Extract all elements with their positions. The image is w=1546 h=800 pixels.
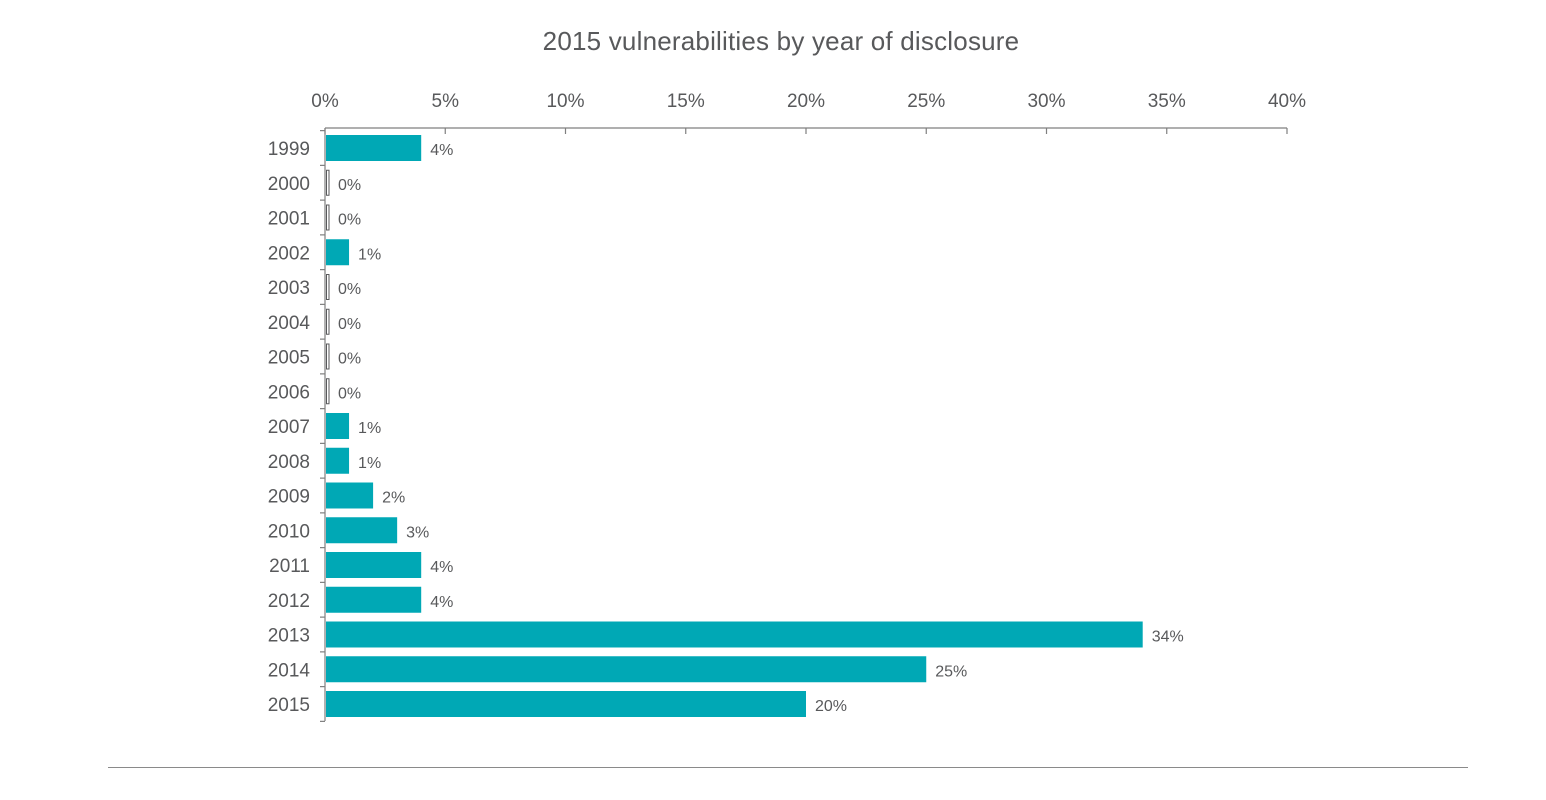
bar (326, 552, 422, 578)
data-label: 4% (430, 559, 453, 576)
data-label: 0% (338, 177, 361, 194)
category-label: 2012 (268, 591, 310, 612)
category-label: 2002 (268, 243, 310, 264)
category-label: 2009 (268, 487, 310, 508)
category-label: 2013 (268, 626, 310, 647)
data-label: 34% (1152, 629, 1184, 646)
label-layer: 0% 5% 10% 15% 20% 25% 30% 35% 40% 1999 4% 2000 0% 200… (268, 91, 1306, 716)
category-label: 2004 (268, 313, 311, 334)
data-label: 0% (338, 385, 361, 402)
data-label: 0% (338, 316, 361, 333)
data-label: 0% (338, 351, 361, 368)
bar (326, 274, 330, 300)
category-label: 2007 (268, 417, 310, 438)
data-label: 2% (382, 490, 405, 507)
chart-title: 2015 vulnerabilities by year of disclosu… (542, 26, 1020, 56)
bar (326, 447, 350, 474)
bar (326, 378, 330, 405)
bar (326, 586, 422, 613)
bar (326, 413, 350, 439)
data-label: 0% (338, 281, 361, 298)
category-label: 2006 (268, 382, 310, 403)
x-tick-label: 30% (1027, 91, 1065, 112)
bar-layer (326, 135, 1143, 717)
category-label: 2003 (268, 278, 310, 299)
axis-layer (320, 127, 1288, 722)
category-label: 2010 (268, 521, 310, 542)
bar (326, 135, 422, 161)
category-label: 2015 (268, 695, 310, 716)
data-label: 1% (358, 246, 381, 263)
category-label: 2011 (269, 556, 310, 577)
x-tick-label: 35% (1148, 91, 1186, 112)
x-tick-label: 15% (667, 91, 705, 112)
bar (326, 621, 1143, 648)
x-tick-label: 40% (1268, 91, 1306, 112)
data-label: 1% (358, 420, 381, 437)
x-tick-label: 0% (311, 91, 339, 112)
bar (326, 308, 330, 335)
category-label: 2014 (268, 660, 311, 681)
data-label: 25% (935, 663, 967, 680)
bar (326, 691, 806, 717)
data-label: 3% (406, 524, 429, 541)
bar (326, 482, 374, 509)
category-label: 1999 (268, 139, 310, 160)
data-label: 4% (430, 594, 453, 611)
category-label: 2001 (268, 209, 310, 230)
bar (326, 343, 330, 370)
data-label: 4% (430, 142, 453, 159)
data-label: 20% (815, 698, 847, 715)
bar (326, 517, 398, 544)
data-label: 1% (358, 455, 381, 472)
bar (326, 656, 927, 683)
x-tick-label: 20% (787, 91, 825, 112)
x-tick-label: 5% (432, 91, 460, 112)
category-label: 2008 (268, 452, 310, 473)
category-label: 2000 (268, 174, 310, 195)
x-tick-label: 10% (546, 91, 584, 112)
data-label: 0% (338, 212, 361, 229)
category-label: 2005 (268, 348, 310, 369)
bar (326, 239, 350, 266)
bar (326, 169, 330, 196)
footer-divider (108, 767, 1468, 768)
bar (326, 204, 330, 231)
x-tick-label: 25% (907, 91, 945, 112)
